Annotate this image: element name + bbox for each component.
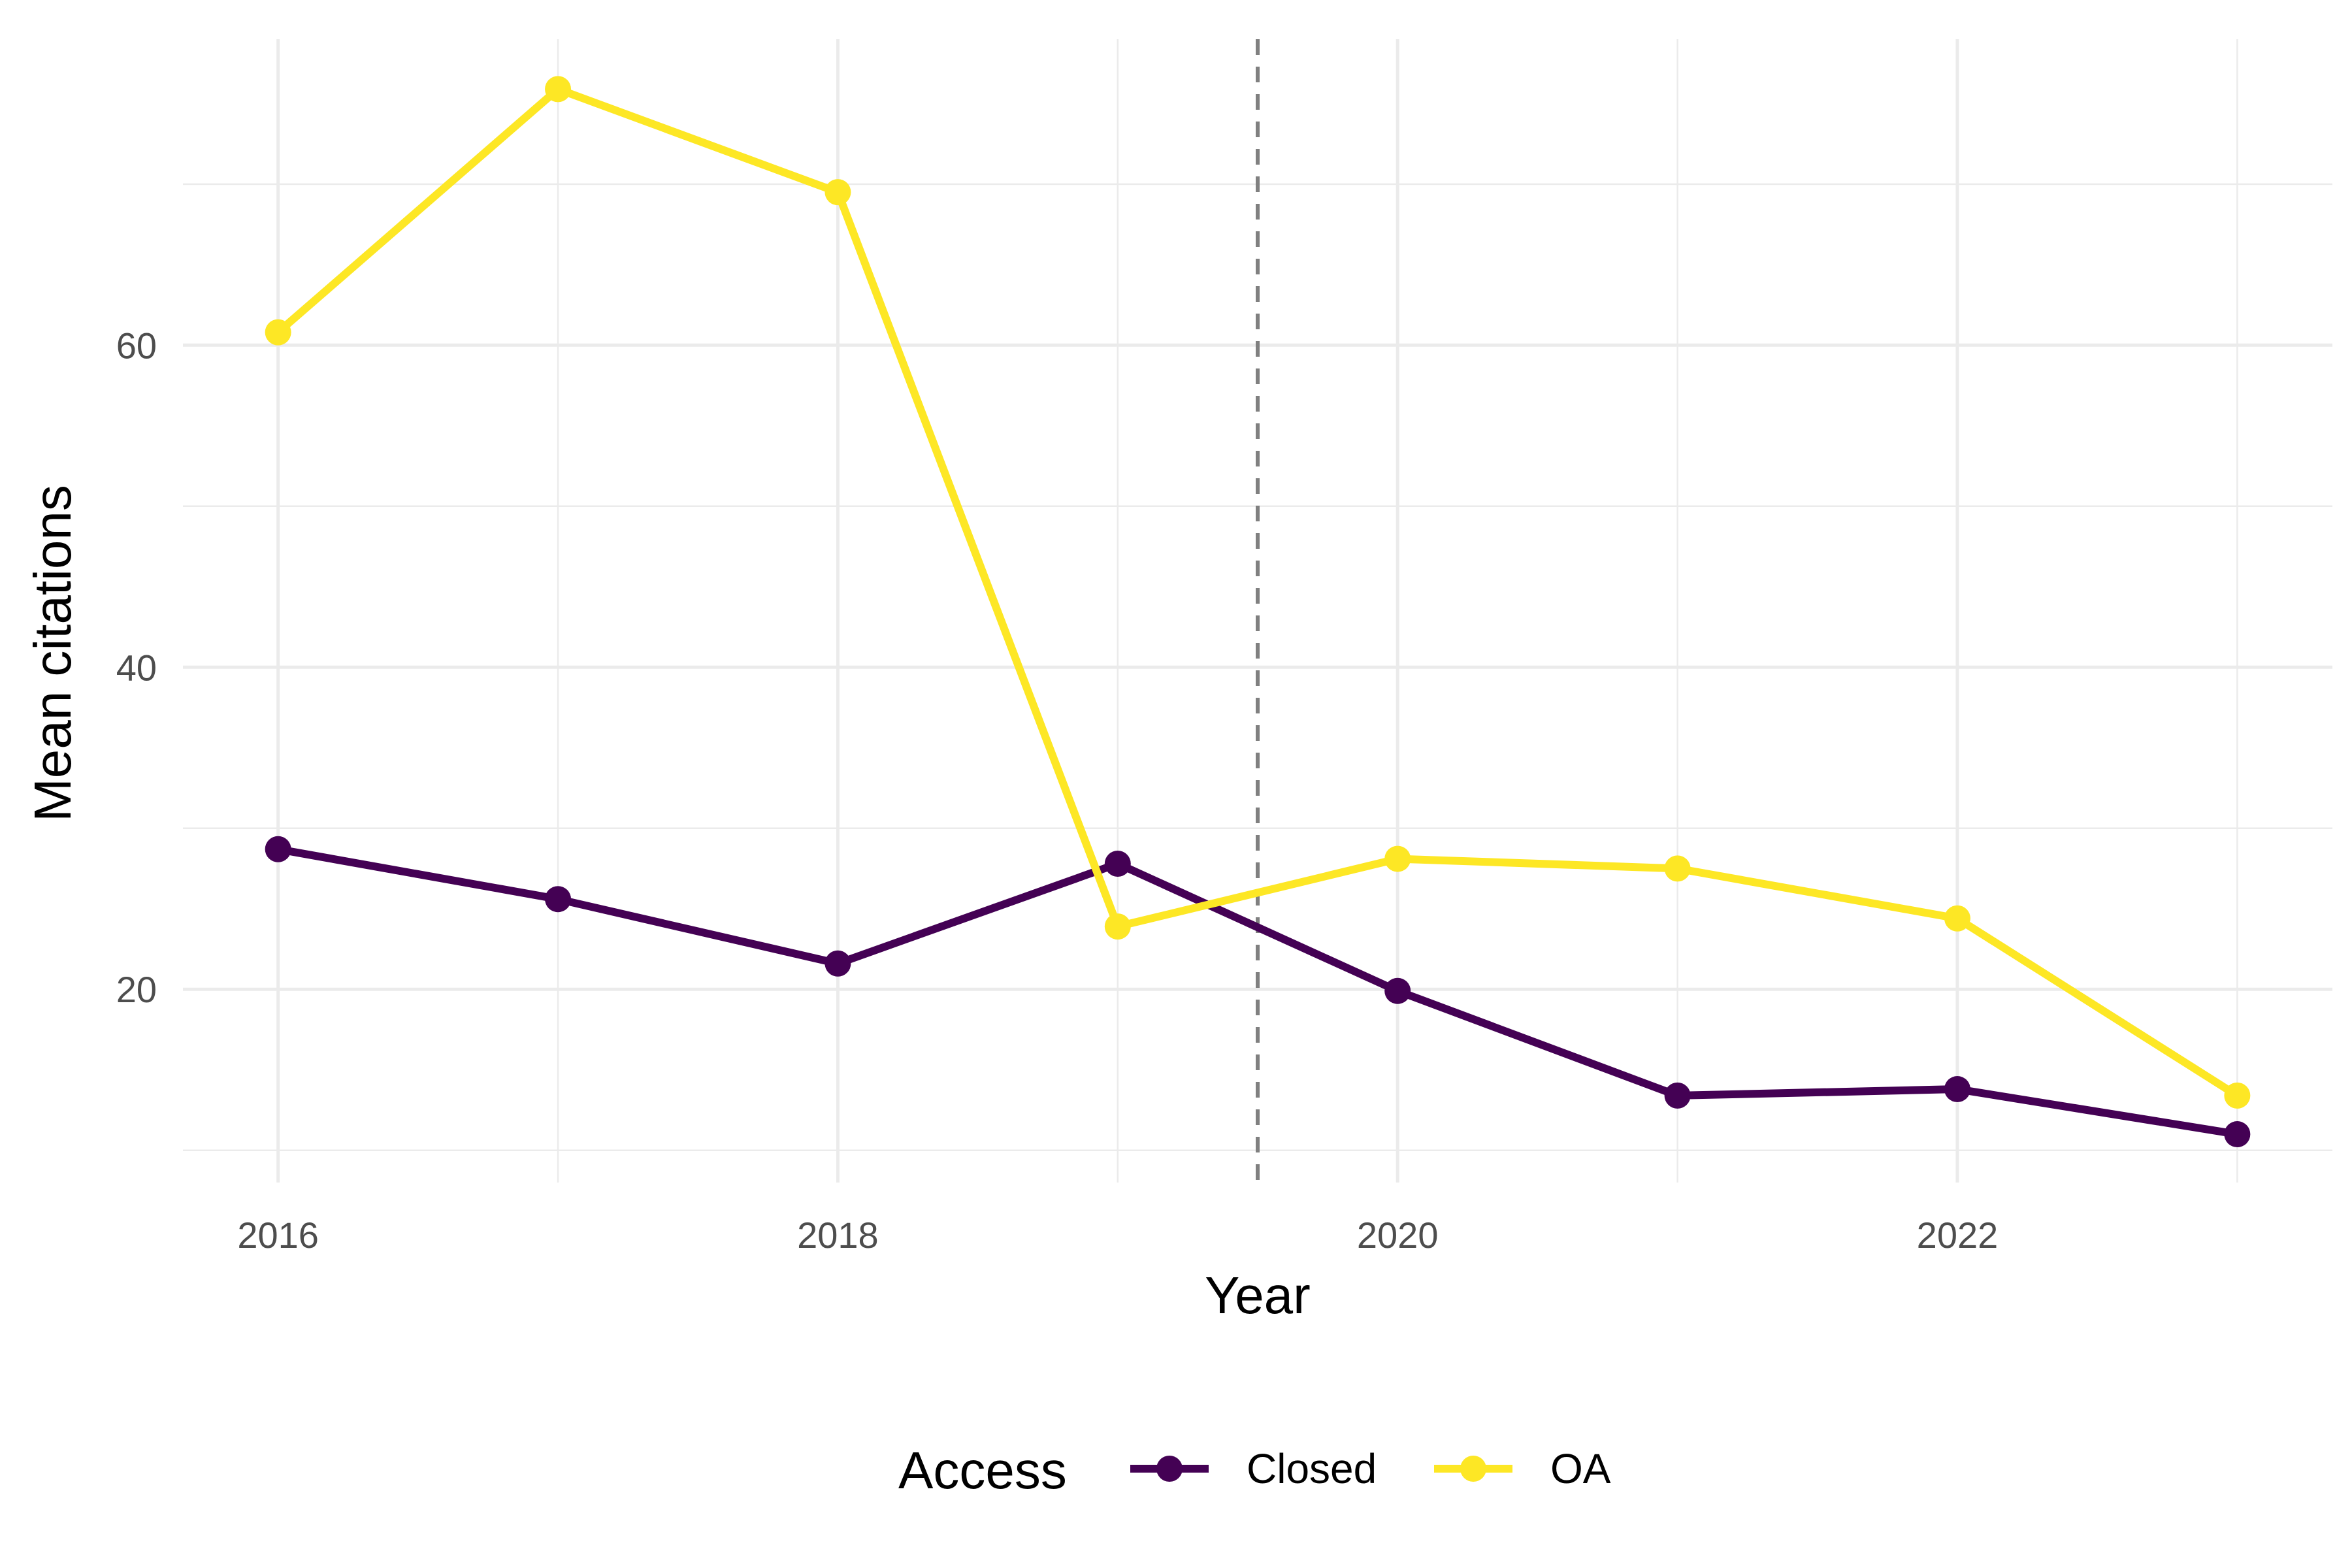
series-line-closed (277, 845, 2238, 1138)
data-point-closed (545, 886, 572, 913)
data-point-oa (2224, 1082, 2251, 1109)
data-point-closed (1384, 977, 1411, 1004)
data-point-oa (545, 76, 572, 103)
y-axis-title: Mean citations (24, 485, 82, 822)
data-point-closed (2224, 1121, 2251, 1148)
legend-label-closed: Closed (1247, 1445, 1377, 1492)
y-tick-label: 20 (116, 969, 157, 1010)
legend-item-oa: OA (1434, 1445, 1611, 1492)
x-tick-label: 2020 (1357, 1215, 1439, 1256)
data-point-oa (265, 319, 291, 346)
data-point-closed (1944, 1076, 1970, 1103)
data-point-oa (1104, 913, 1131, 940)
series-oa (265, 76, 2251, 1109)
data-point-oa (1664, 855, 1691, 882)
x-tick-label: 2022 (1917, 1215, 1999, 1256)
data-point-oa (825, 179, 851, 206)
data-point-closed (1664, 1082, 1691, 1109)
series-line-oa (275, 85, 2240, 1099)
data-point-closed (825, 950, 851, 977)
series-closed (265, 836, 2251, 1148)
legend: Access Closed OA (898, 1441, 1611, 1499)
legend-key-point-oa (1460, 1456, 1486, 1482)
series-layer (265, 76, 2251, 1148)
data-point-closed (265, 836, 291, 862)
tick-labels: 2016 2018 2020 2022 20 40 60 (116, 325, 1999, 1256)
x-tick-label: 2016 (237, 1215, 319, 1256)
x-axis-title: Year (1205, 1266, 1311, 1324)
data-point-oa (1944, 905, 1970, 932)
legend-key-point-closed (1156, 1456, 1183, 1482)
legend-item-closed: Closed (1130, 1445, 1377, 1492)
legend-label-oa: OA (1550, 1445, 1611, 1492)
y-tick-label: 40 (116, 647, 157, 688)
data-point-closed (1104, 850, 1131, 877)
data-point-oa (1384, 845, 1411, 872)
x-tick-label: 2018 (797, 1215, 879, 1256)
legend-title: Access (898, 1441, 1067, 1499)
y-tick-label: 60 (116, 325, 157, 366)
